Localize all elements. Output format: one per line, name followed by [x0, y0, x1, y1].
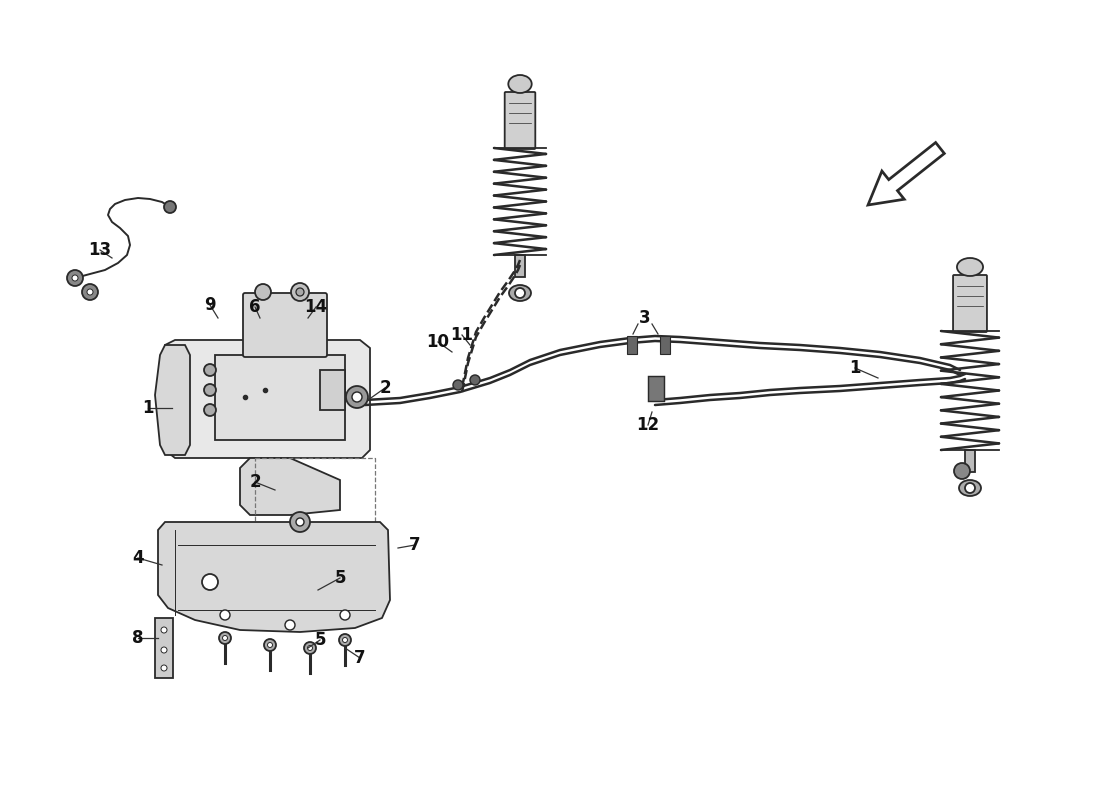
Text: 9: 9: [205, 296, 216, 314]
Text: 2: 2: [379, 379, 390, 397]
Text: 7: 7: [409, 536, 421, 554]
Bar: [660, 336, 670, 354]
Circle shape: [296, 288, 304, 296]
Circle shape: [340, 610, 350, 620]
Text: 5: 5: [315, 631, 326, 649]
Text: 1: 1: [142, 399, 154, 417]
Text: 5: 5: [334, 569, 345, 587]
Circle shape: [202, 574, 218, 590]
Polygon shape: [165, 340, 370, 458]
Polygon shape: [868, 142, 944, 205]
Circle shape: [290, 512, 310, 532]
Text: 6: 6: [250, 298, 261, 316]
Circle shape: [222, 635, 228, 641]
Circle shape: [164, 201, 176, 213]
Circle shape: [72, 275, 78, 281]
Circle shape: [470, 375, 480, 385]
Circle shape: [346, 386, 368, 408]
Polygon shape: [155, 345, 190, 455]
Bar: [648, 376, 664, 401]
Bar: [515, 255, 525, 277]
Circle shape: [304, 642, 316, 654]
Text: 2: 2: [250, 473, 261, 491]
Circle shape: [954, 463, 970, 479]
Circle shape: [161, 647, 167, 653]
Bar: [320, 370, 345, 410]
Text: 1: 1: [849, 359, 860, 377]
Text: 10: 10: [427, 333, 450, 351]
Circle shape: [285, 620, 295, 630]
Circle shape: [339, 634, 351, 646]
Circle shape: [342, 638, 348, 642]
Ellipse shape: [957, 258, 983, 276]
FancyBboxPatch shape: [214, 355, 345, 440]
Circle shape: [267, 642, 273, 647]
Circle shape: [82, 284, 98, 300]
Circle shape: [255, 284, 271, 300]
Text: 7: 7: [354, 649, 366, 667]
Text: 3: 3: [639, 309, 651, 327]
Text: 12: 12: [637, 416, 660, 434]
Ellipse shape: [508, 75, 531, 93]
Circle shape: [87, 289, 94, 295]
FancyBboxPatch shape: [953, 275, 987, 332]
Text: 13: 13: [88, 241, 111, 259]
Text: 4: 4: [132, 549, 144, 567]
Circle shape: [965, 483, 975, 493]
Circle shape: [161, 665, 167, 671]
FancyBboxPatch shape: [243, 293, 327, 357]
Text: 14: 14: [305, 298, 328, 316]
Circle shape: [204, 384, 216, 396]
Circle shape: [204, 364, 216, 376]
Polygon shape: [158, 522, 390, 632]
FancyBboxPatch shape: [505, 92, 536, 149]
Bar: [965, 450, 975, 472]
Circle shape: [352, 392, 362, 402]
Circle shape: [67, 270, 82, 286]
Circle shape: [515, 288, 525, 298]
Circle shape: [292, 283, 309, 301]
Bar: [155, 618, 173, 678]
Circle shape: [264, 639, 276, 651]
Circle shape: [453, 380, 463, 390]
Text: 8: 8: [132, 629, 144, 647]
Circle shape: [219, 632, 231, 644]
Circle shape: [204, 404, 216, 416]
Circle shape: [308, 646, 312, 650]
Ellipse shape: [509, 285, 531, 301]
Text: 11: 11: [451, 326, 473, 344]
Bar: [255, 458, 375, 588]
Circle shape: [161, 627, 167, 633]
Ellipse shape: [959, 480, 981, 496]
Bar: [627, 336, 637, 354]
Circle shape: [220, 610, 230, 620]
Polygon shape: [240, 458, 340, 515]
Circle shape: [296, 518, 304, 526]
